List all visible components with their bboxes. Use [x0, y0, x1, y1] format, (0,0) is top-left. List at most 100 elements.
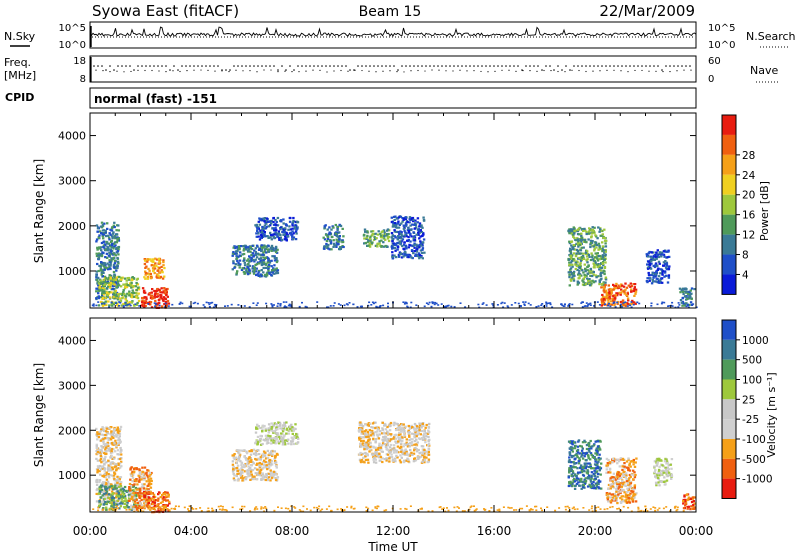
freq-dot [433, 65, 435, 67]
data-cell [118, 439, 121, 442]
data-cell [583, 239, 587, 242]
data-cell [128, 493, 131, 496]
freq-dot [97, 65, 99, 67]
data-cell [96, 227, 100, 230]
data-cell [113, 278, 116, 281]
data-cell [339, 304, 342, 306]
data-cell [117, 457, 120, 461]
data-cell [523, 304, 526, 306]
data-cell [593, 247, 596, 250]
freq-dot [289, 65, 291, 67]
data-cell [610, 303, 614, 306]
data-cell [130, 491, 133, 494]
data-cell [123, 287, 127, 290]
data-cell [600, 234, 604, 237]
data-cell [117, 293, 120, 296]
data-cell [365, 441, 368, 444]
freq-dot [217, 65, 219, 67]
data-cell [262, 438, 265, 441]
data-cell [147, 507, 150, 510]
data-cell [140, 478, 143, 481]
data-cell [109, 250, 112, 253]
data-cell [158, 304, 161, 307]
nave-dot [627, 71, 629, 73]
data-cell [426, 432, 430, 435]
data-cell [399, 439, 402, 442]
data-cell [569, 255, 572, 258]
data-cell [368, 238, 372, 241]
data-cell [116, 239, 119, 242]
data-cell [101, 494, 104, 497]
data-cell [132, 471, 136, 474]
data-cell [615, 292, 618, 295]
data-cell [388, 423, 391, 426]
data-cell [519, 305, 522, 308]
data-cell [364, 242, 367, 245]
data-cell [231, 470, 235, 473]
nave-dot [354, 69, 356, 71]
data-cell [592, 257, 596, 261]
data-cell [332, 242, 336, 245]
data-cell [103, 275, 107, 278]
data-cell [366, 444, 370, 448]
freq-dot [653, 65, 655, 67]
data-cell [107, 488, 111, 491]
data-cell [273, 450, 276, 453]
data-cell [256, 468, 259, 471]
data-cell [289, 428, 292, 431]
data-cell [166, 295, 169, 298]
data-cell [427, 439, 430, 442]
data-cell [145, 301, 148, 304]
data-cell [137, 480, 141, 483]
data-cell [585, 274, 588, 277]
data-cell [92, 305, 95, 307]
data-cell [591, 255, 594, 259]
data-cell [420, 445, 424, 448]
data-cell [402, 301, 405, 303]
nave-dot [599, 70, 601, 72]
data-cell [113, 287, 116, 291]
data-cell [602, 264, 605, 267]
data-cell [149, 275, 153, 279]
data-cell [235, 252, 238, 255]
data-cell [267, 427, 270, 430]
data-cell [334, 223, 337, 227]
data-cell [358, 438, 361, 441]
data-cell [149, 477, 153, 480]
data-cell [582, 271, 585, 274]
data-cell [142, 471, 145, 474]
data-cell [589, 243, 592, 246]
data-cell [614, 284, 617, 288]
data-cell [116, 475, 119, 478]
data-cell [262, 266, 265, 270]
data-cell [261, 461, 265, 464]
data-cell [406, 305, 409, 308]
data-cell [112, 270, 116, 274]
data-cell [403, 241, 406, 244]
data-cell [128, 488, 131, 491]
freq-dot [565, 65, 567, 67]
data-cell [609, 303, 612, 306]
data-cell [663, 255, 666, 258]
data-cell [656, 249, 659, 252]
data-cell [403, 434, 406, 437]
data-cell [373, 457, 376, 460]
data-cell [410, 424, 413, 427]
data-cell [385, 459, 388, 462]
data-cell [130, 301, 134, 304]
data-cell [275, 257, 278, 260]
data-cell [144, 273, 147, 276]
data-cell [110, 485, 113, 488]
data-cell [385, 445, 388, 448]
data-cell [241, 479, 244, 482]
data-cell [291, 227, 294, 230]
data-cell [406, 239, 409, 242]
data-cell [167, 305, 170, 307]
data-cell [399, 430, 403, 433]
data-cell [419, 249, 423, 252]
data-cell [401, 238, 405, 241]
data-cell [648, 262, 652, 265]
data-cell [395, 230, 398, 233]
data-cell [262, 425, 265, 428]
data-cell [238, 453, 242, 456]
